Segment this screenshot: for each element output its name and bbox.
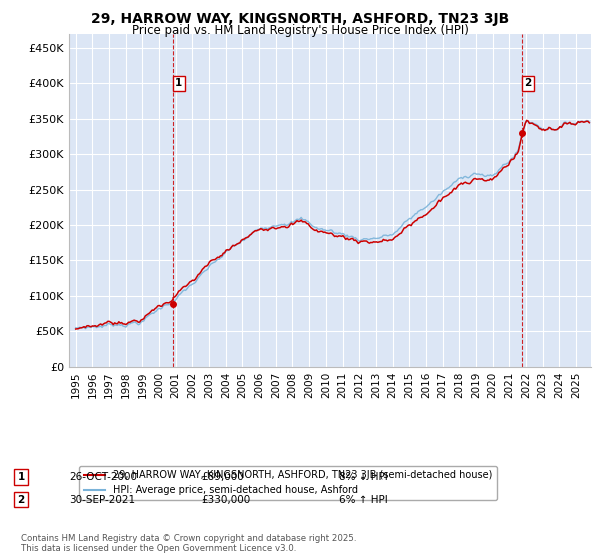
Text: 1: 1 <box>175 78 182 88</box>
Text: 2: 2 <box>524 78 532 88</box>
Text: 30-SEP-2021: 30-SEP-2021 <box>69 494 135 505</box>
Text: 29, HARROW WAY, KINGSNORTH, ASHFORD, TN23 3JB: 29, HARROW WAY, KINGSNORTH, ASHFORD, TN2… <box>91 12 509 26</box>
Text: 8% ↓ HPI: 8% ↓ HPI <box>339 472 388 482</box>
Text: Contains HM Land Registry data © Crown copyright and database right 2025.
This d: Contains HM Land Registry data © Crown c… <box>21 534 356 553</box>
Text: 26-OCT-2000: 26-OCT-2000 <box>69 472 137 482</box>
Text: 6% ↑ HPI: 6% ↑ HPI <box>339 494 388 505</box>
Text: £89,000: £89,000 <box>201 472 244 482</box>
Text: £330,000: £330,000 <box>201 494 250 505</box>
Legend: 29, HARROW WAY, KINGSNORTH, ASHFORD, TN23 3JB (semi-detached house), HPI: Averag: 29, HARROW WAY, KINGSNORTH, ASHFORD, TN2… <box>79 465 497 500</box>
Text: 2: 2 <box>17 494 25 505</box>
Text: 1: 1 <box>17 472 25 482</box>
Text: Price paid vs. HM Land Registry's House Price Index (HPI): Price paid vs. HM Land Registry's House … <box>131 24 469 36</box>
